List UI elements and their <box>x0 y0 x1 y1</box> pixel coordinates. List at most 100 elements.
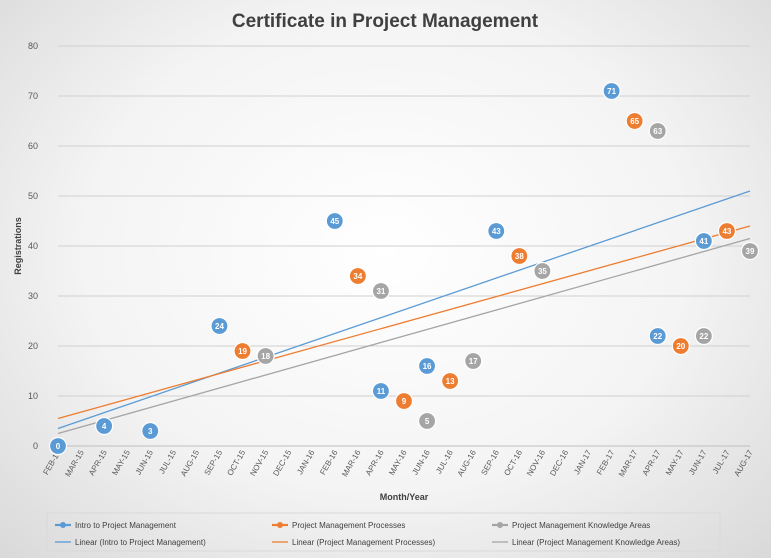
data-point <box>602 81 621 101</box>
legend-swatch-marker <box>277 522 283 528</box>
legend-entry: Linear (Project Management Knowledge Are… <box>512 538 680 547</box>
x-tick-label: AUG-16 <box>456 448 479 478</box>
data-point <box>694 231 713 251</box>
x-tick-label: AUG-15 <box>179 448 202 478</box>
x-tick-label: MAY-17 <box>664 448 686 477</box>
y-tick-label: 80 <box>28 41 38 51</box>
data-point <box>694 326 713 346</box>
data-label: 39 <box>746 247 755 256</box>
data-point <box>371 281 391 301</box>
data-label: 5 <box>425 417 430 426</box>
x-tick-label: JUL-17 <box>711 448 732 475</box>
x-tick-label: APR-17 <box>641 448 663 477</box>
data-point <box>740 241 760 261</box>
y-axis-title: Registrations <box>13 217 23 275</box>
data-point <box>348 266 367 286</box>
legend-box <box>46 512 721 552</box>
x-tick-label: SEP-15 <box>203 448 225 477</box>
data-label: 17 <box>469 357 478 366</box>
chart-title: Certificate in Project Management <box>232 11 539 32</box>
x-tick-label: NOV-16 <box>525 448 547 478</box>
legend-swatch-marker <box>60 522 66 528</box>
data-point <box>510 246 529 266</box>
data-point <box>648 326 667 346</box>
data-label: 11 <box>377 387 386 396</box>
data-point <box>717 221 737 241</box>
y-tick-label: 50 <box>28 191 38 201</box>
x-tick-label: DEC-15 <box>271 448 293 478</box>
legend-entry: Linear (Project Management Processes) <box>292 538 436 547</box>
data-point <box>233 341 252 361</box>
data-point <box>625 111 644 131</box>
data-point <box>417 356 437 376</box>
x-tick-label: JUL-16 <box>434 448 455 475</box>
x-tick-label: OCT-15 <box>225 448 247 477</box>
x-tick-label: APR-16 <box>364 448 386 477</box>
y-tick-label: 20 <box>28 341 38 351</box>
x-tick-label: FEB-16 <box>318 448 340 476</box>
x-tick-label: MAY-15 <box>110 448 132 477</box>
data-point <box>671 336 690 356</box>
data-label: 22 <box>699 332 708 341</box>
x-tick-label: JUN-16 <box>410 448 432 476</box>
y-tick-label: 30 <box>28 291 38 301</box>
legend-entry: Linear (Intro to Project Management) <box>75 538 206 547</box>
y-tick-label: 40 <box>28 241 38 251</box>
data-point <box>533 261 552 281</box>
data-label: 65 <box>630 117 639 126</box>
data-label: 35 <box>538 267 547 276</box>
data-label: 43 <box>492 227 501 236</box>
x-tick-label: JAN-17 <box>572 448 593 476</box>
x-tick-label: MAR-16 <box>340 448 363 478</box>
data-point <box>371 381 391 401</box>
data-point <box>464 351 483 371</box>
x-axis-title: Month/Year <box>380 492 429 502</box>
x-tick-label: FEB-17 <box>595 448 617 476</box>
x-tick-label: MAR-17 <box>617 448 640 478</box>
data-label: 41 <box>699 237 708 246</box>
data-label: 24 <box>215 322 224 331</box>
data-label: 16 <box>423 362 432 371</box>
data-label: 31 <box>376 287 385 296</box>
data-label: 13 <box>446 377 455 386</box>
data-label: 45 <box>330 217 339 226</box>
trendline-0 <box>57 190 751 430</box>
data-point <box>417 411 437 431</box>
data-point <box>48 436 68 456</box>
legend-swatch-marker <box>497 522 503 528</box>
data-label: 18 <box>261 352 270 361</box>
data-point <box>648 121 667 141</box>
x-tick-label: OCT-16 <box>502 448 524 477</box>
data-label: 71 <box>607 87 616 96</box>
data-point <box>210 316 229 336</box>
x-tick-label: JUN-15 <box>134 448 156 476</box>
x-tick-label: DEC-16 <box>548 448 570 478</box>
x-tick-label: JUL-15 <box>157 448 178 475</box>
data-label: 20 <box>676 342 685 351</box>
data-point <box>95 416 114 436</box>
y-tick-label: 0 <box>33 441 38 451</box>
x-tick-label: SEP-16 <box>479 448 501 477</box>
x-tick-label: MAR-15 <box>63 448 86 478</box>
trendline-1 <box>57 225 751 420</box>
data-label: 9 <box>402 397 407 406</box>
data-point <box>394 391 414 411</box>
trendline-2 <box>57 237 751 435</box>
y-tick-label: 60 <box>28 141 38 151</box>
legend-entry: Intro to Project Management <box>75 521 177 530</box>
y-tick-label: 10 <box>28 391 38 401</box>
data-label: 0 <box>56 442 61 451</box>
data-point <box>256 346 275 366</box>
data-label: 22 <box>653 332 662 341</box>
data-label: 19 <box>238 347 247 356</box>
data-label: 38 <box>515 252 524 261</box>
data-point <box>325 211 344 231</box>
x-tick-label: NOV-15 <box>248 448 270 478</box>
x-tick-label: MAY-16 <box>387 448 409 477</box>
data-label: 43 <box>722 227 731 236</box>
legend-entry: Project Management Knowledge Areas <box>512 521 650 530</box>
data-label: 3 <box>148 427 153 436</box>
x-tick-label: APR-15 <box>87 448 109 477</box>
